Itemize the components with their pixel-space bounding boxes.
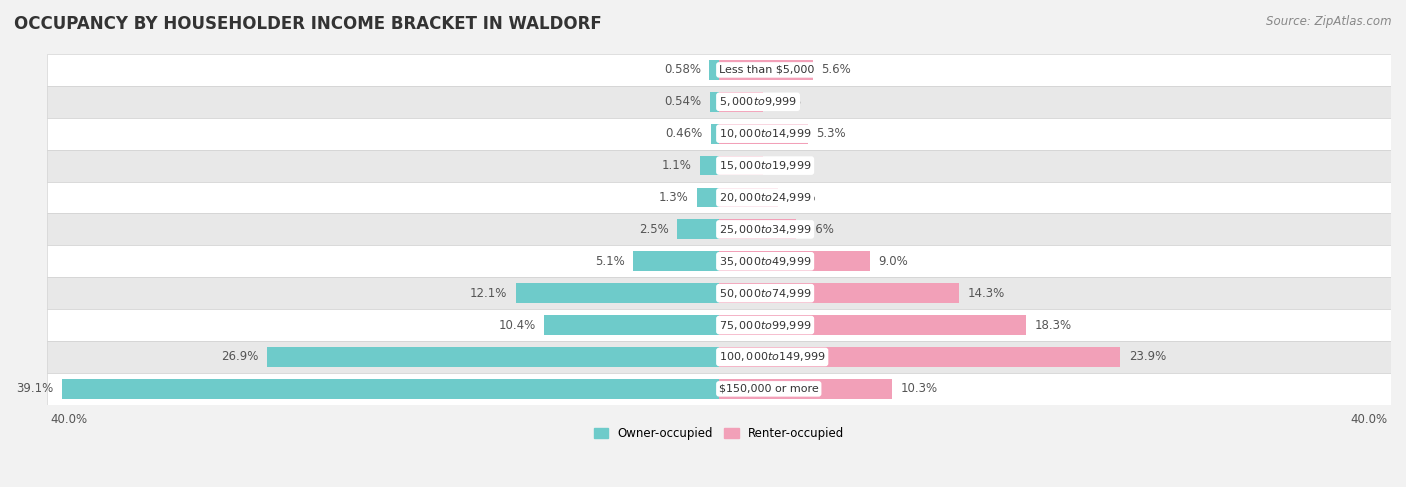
Bar <box>633 251 718 271</box>
Bar <box>62 379 718 399</box>
Text: 2.6%: 2.6% <box>770 95 801 108</box>
Text: 0.54%: 0.54% <box>664 95 702 108</box>
Bar <box>46 54 1391 86</box>
Text: Source: ZipAtlas.com: Source: ZipAtlas.com <box>1267 15 1392 28</box>
Bar <box>718 124 808 144</box>
Text: 2.5%: 2.5% <box>638 223 668 236</box>
Bar <box>46 277 1391 309</box>
Text: $10,000 to $14,999: $10,000 to $14,999 <box>718 127 811 140</box>
Bar <box>46 150 1391 182</box>
Text: 10.4%: 10.4% <box>499 318 536 332</box>
Text: 5.6%: 5.6% <box>821 63 851 76</box>
Bar <box>718 156 762 175</box>
Bar <box>46 118 1391 150</box>
Text: $75,000 to $99,999: $75,000 to $99,999 <box>718 318 811 332</box>
Text: $20,000 to $24,999: $20,000 to $24,999 <box>718 191 811 204</box>
Bar <box>697 187 718 207</box>
Text: 23.9%: 23.9% <box>1129 351 1166 363</box>
Text: 4.6%: 4.6% <box>804 223 835 236</box>
Text: $100,000 to $149,999: $100,000 to $149,999 <box>718 351 825 363</box>
Text: $50,000 to $74,999: $50,000 to $74,999 <box>718 287 811 300</box>
Text: 10.3%: 10.3% <box>900 382 938 395</box>
Bar <box>718 220 796 239</box>
Text: Less than $5,000: Less than $5,000 <box>718 65 814 75</box>
Bar <box>700 156 718 175</box>
Legend: Owner-occupied, Renter-occupied: Owner-occupied, Renter-occupied <box>589 422 849 445</box>
Text: 3.5%: 3.5% <box>786 191 815 204</box>
Text: 2.6%: 2.6% <box>770 159 801 172</box>
Bar <box>710 92 718 112</box>
Text: 5.1%: 5.1% <box>595 255 624 268</box>
Bar <box>267 347 718 367</box>
Bar <box>718 187 778 207</box>
Bar <box>46 245 1391 277</box>
Bar <box>46 341 1391 373</box>
Bar <box>718 60 813 80</box>
Text: 1.1%: 1.1% <box>662 159 692 172</box>
Text: $25,000 to $34,999: $25,000 to $34,999 <box>718 223 811 236</box>
Bar <box>46 182 1391 213</box>
Text: 40.0%: 40.0% <box>1351 413 1388 426</box>
Bar <box>516 283 718 303</box>
Bar <box>709 60 718 80</box>
Bar <box>718 347 1121 367</box>
Text: $5,000 to $9,999: $5,000 to $9,999 <box>718 95 797 108</box>
Bar <box>718 251 870 271</box>
Text: $35,000 to $49,999: $35,000 to $49,999 <box>718 255 811 268</box>
Bar <box>711 124 718 144</box>
Text: 1.3%: 1.3% <box>659 191 689 204</box>
Bar <box>46 86 1391 118</box>
Text: $15,000 to $19,999: $15,000 to $19,999 <box>718 159 811 172</box>
Text: 14.3%: 14.3% <box>967 287 1005 300</box>
Bar <box>46 373 1391 405</box>
Text: 5.3%: 5.3% <box>817 127 846 140</box>
Bar <box>46 213 1391 245</box>
Text: 40.0%: 40.0% <box>51 413 87 426</box>
Bar <box>544 315 718 335</box>
Text: $150,000 or more: $150,000 or more <box>718 384 818 394</box>
Text: 0.58%: 0.58% <box>664 63 700 76</box>
Bar <box>676 220 718 239</box>
Bar <box>718 92 762 112</box>
Bar <box>718 283 959 303</box>
Bar <box>718 379 891 399</box>
Text: 39.1%: 39.1% <box>17 382 53 395</box>
Text: OCCUPANCY BY HOUSEHOLDER INCOME BRACKET IN WALDORF: OCCUPANCY BY HOUSEHOLDER INCOME BRACKET … <box>14 15 602 33</box>
Bar <box>718 315 1026 335</box>
Text: 18.3%: 18.3% <box>1035 318 1071 332</box>
Text: 9.0%: 9.0% <box>879 255 908 268</box>
Text: 0.46%: 0.46% <box>665 127 703 140</box>
Bar <box>46 309 1391 341</box>
Text: 26.9%: 26.9% <box>221 351 259 363</box>
Text: 12.1%: 12.1% <box>470 287 508 300</box>
